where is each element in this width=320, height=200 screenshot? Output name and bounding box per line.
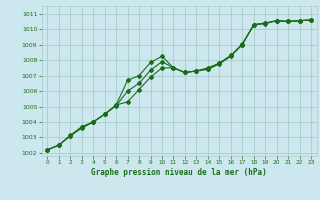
X-axis label: Graphe pression niveau de la mer (hPa): Graphe pression niveau de la mer (hPa) [91,168,267,177]
